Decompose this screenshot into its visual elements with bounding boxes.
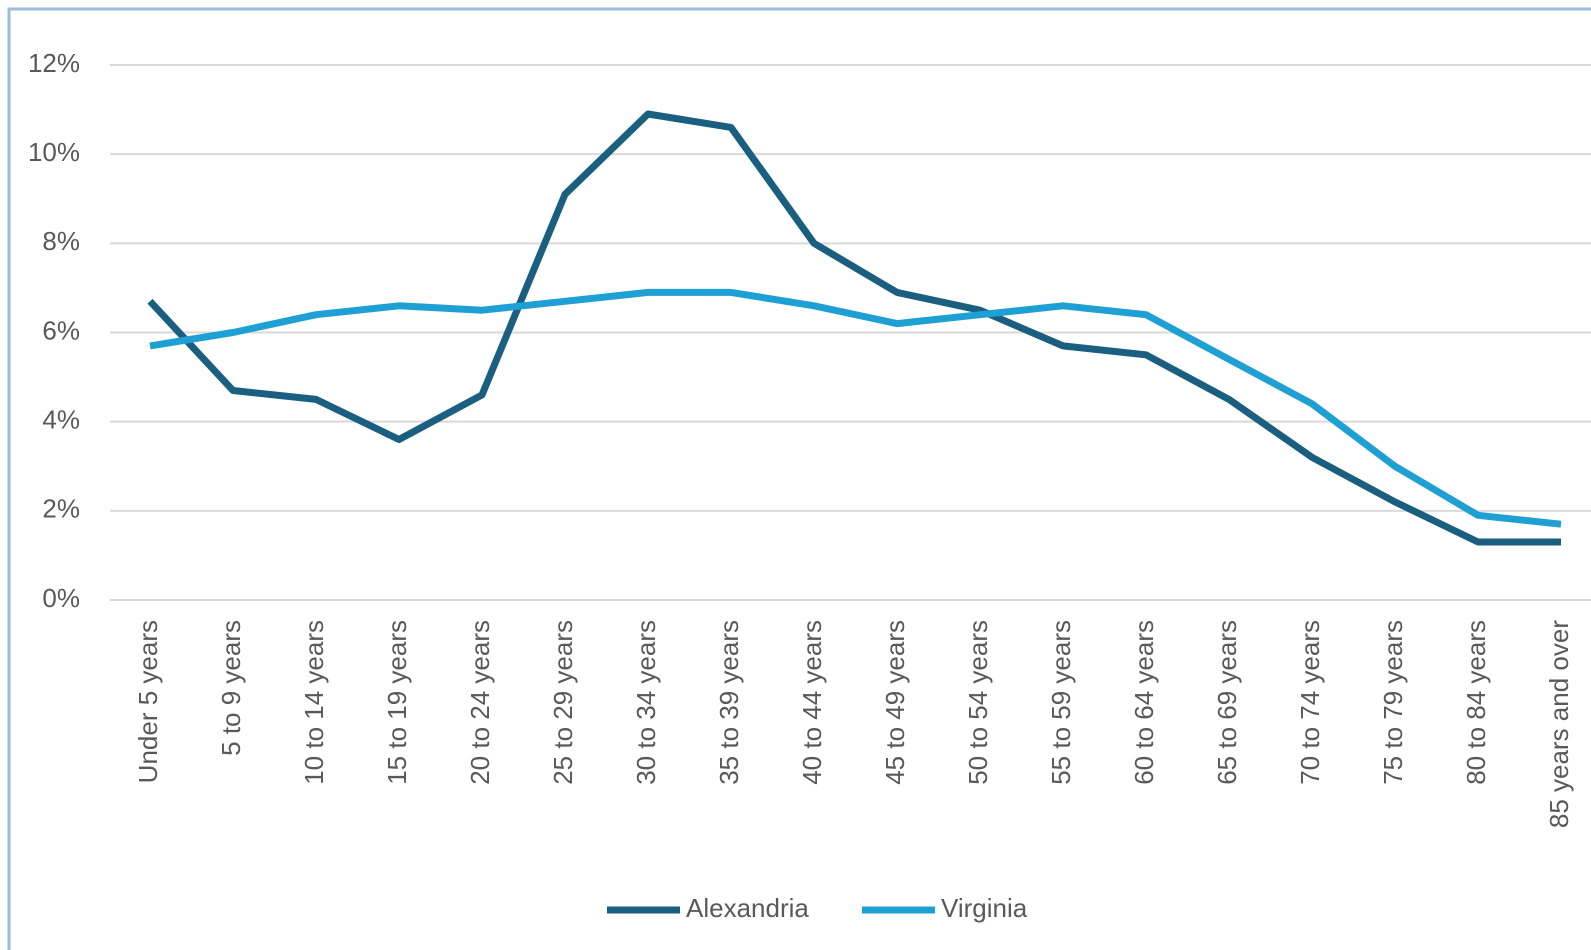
x-tick-label: 65 to 69 years: [1212, 620, 1242, 785]
y-tick-label: 0%: [42, 583, 80, 613]
x-tick-label: 15 to 19 years: [382, 620, 412, 785]
x-tick-label: 70 to 74 years: [1295, 620, 1325, 785]
legend-label: Alexandria: [686, 893, 809, 923]
x-tick-label: 85 years and over: [1544, 620, 1574, 828]
x-tick-label: 20 to 24 years: [465, 620, 495, 785]
y-tick-label: 12%: [28, 48, 80, 78]
x-tick-label: 10 to 14 years: [299, 620, 329, 785]
x-tick-label: 5 to 9 years: [216, 620, 246, 756]
y-tick-label: 2%: [42, 494, 80, 524]
y-tick-label: 8%: [42, 226, 80, 256]
legend-label: Virginia: [941, 893, 1028, 923]
x-tick-label: 80 to 84 years: [1461, 620, 1491, 785]
x-tick-label: 30 to 34 years: [631, 620, 661, 785]
y-tick-label: 10%: [28, 137, 80, 167]
x-tick-label: 60 to 64 years: [1129, 620, 1159, 785]
series-line: [149, 288, 1562, 528]
x-tick-label: 40 to 44 years: [797, 620, 827, 785]
x-tick-label: Under 5 years: [133, 620, 163, 783]
y-tick-label: 6%: [42, 315, 80, 345]
x-tick-label: 35 to 39 years: [714, 620, 744, 785]
x-tick-label: 75 to 79 years: [1378, 620, 1408, 785]
frame: [7, 7, 1591, 950]
x-tick-label: 45 to 49 years: [880, 620, 910, 785]
x-tick-label: 55 to 59 years: [1046, 620, 1076, 785]
y-tick-label: 4%: [42, 405, 80, 435]
x-tick-label: 25 to 29 years: [548, 620, 578, 785]
series-line: [147, 110, 1561, 546]
x-tick-label: 50 to 54 years: [963, 620, 993, 785]
